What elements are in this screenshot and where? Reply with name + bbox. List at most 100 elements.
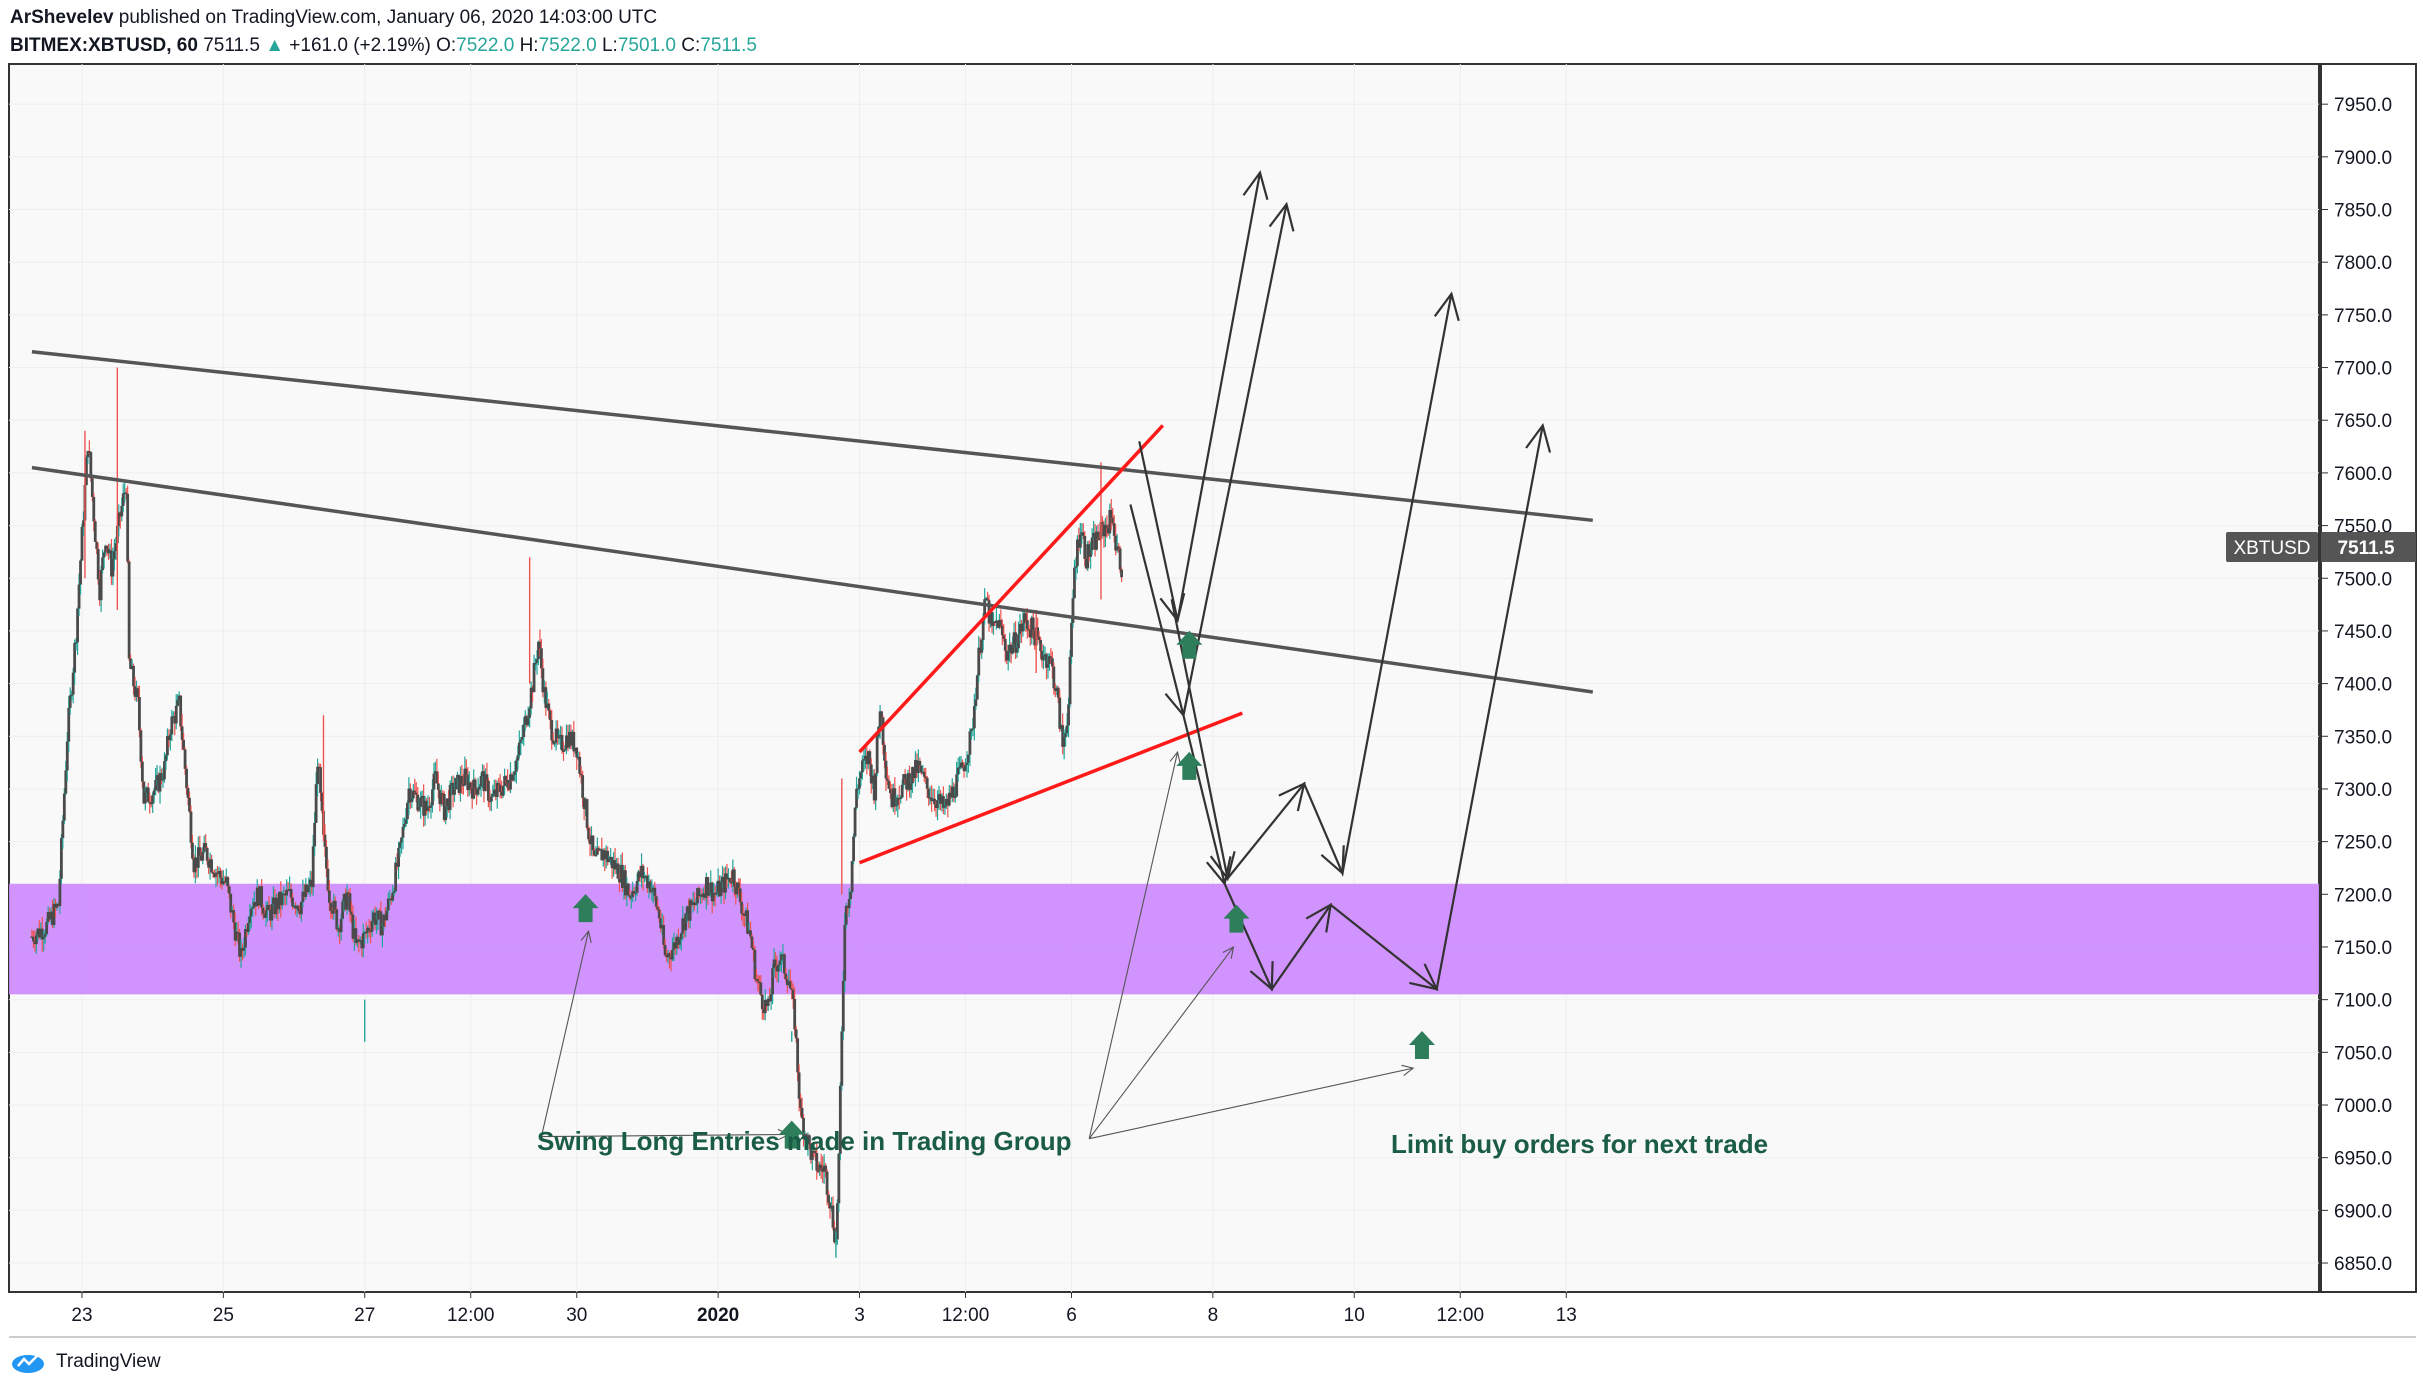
candle-body: [501, 785, 505, 796]
candle-body: [567, 731, 571, 748]
candle-body: [277, 891, 281, 910]
symbol-label[interactable]: BITMEX:XBTUSD, 60: [10, 35, 198, 56]
candle-body: [252, 901, 256, 908]
candle-body: [856, 788, 860, 790]
candle-body: [123, 492, 127, 495]
price-tick-label: 7600.0: [2334, 464, 2392, 485]
candle-body: [246, 923, 250, 932]
candle-body: [1117, 546, 1121, 549]
candle-body: [347, 892, 350, 894]
candle-body: [755, 978, 758, 981]
candle-body: [208, 859, 212, 868]
candle-body: [641, 865, 645, 879]
candle-body: [196, 847, 200, 868]
candle-body: [610, 857, 614, 869]
candle-body: [744, 910, 748, 916]
candle-body: [784, 973, 788, 980]
price-tick-label: 6950.0: [2334, 1149, 2392, 1170]
candle-body: [454, 778, 458, 790]
candle-body: [944, 798, 948, 806]
candle-body: [1008, 644, 1012, 652]
candle-body: [915, 760, 919, 774]
candle-body: [316, 766, 319, 785]
candle-body: [1118, 548, 1122, 570]
candle-body: [865, 755, 869, 765]
candle-body: [626, 883, 630, 896]
candle-body: [771, 968, 775, 995]
candle-body: [420, 795, 424, 798]
candle-body: [124, 492, 128, 495]
candle-body: [506, 779, 509, 788]
candle-body: [298, 911, 302, 915]
candle-body: [487, 780, 490, 801]
candle-body: [1040, 651, 1044, 661]
candle-body: [1028, 630, 1032, 638]
candle-body: [105, 545, 109, 549]
candle-body: [797, 1072, 801, 1099]
candle-body: [354, 928, 358, 943]
candle-body: [918, 760, 922, 766]
candle-body: [869, 764, 873, 784]
candle-body: [621, 864, 624, 888]
candle-body: [85, 457, 88, 485]
candle-body: [345, 892, 349, 910]
candle-body: [80, 526, 84, 561]
candle-body: [635, 881, 639, 893]
candle-body: [653, 887, 657, 897]
candle-body: [666, 953, 670, 958]
rising-wedge: [858, 424, 1243, 865]
footer-brand[interactable]: TradingView: [56, 1351, 161, 1372]
annotation-lines: [540, 750, 1415, 1141]
candle-body: [654, 896, 658, 907]
candle-body: [121, 493, 125, 506]
candle-body: [631, 890, 635, 897]
candle-body: [855, 788, 858, 808]
candle-body: [780, 954, 783, 961]
candle-body: [1025, 620, 1029, 630]
plot-area[interactable]: [8, 63, 2320, 1293]
candle-body: [688, 900, 692, 921]
candle-body: [49, 911, 53, 920]
candle-body: [993, 621, 997, 623]
change-arrow-icon: ▲: [265, 35, 284, 56]
candle-body: [191, 842, 194, 859]
candle-body: [912, 767, 916, 779]
candle-body: [968, 731, 972, 755]
candle-body: [139, 730, 143, 762]
price-tick-label: 7200.0: [2334, 885, 2392, 906]
candle-body: [435, 771, 439, 784]
price-axis-panel[interactable]: [2320, 63, 2417, 1293]
candle-body: [937, 794, 941, 801]
candle-body: [151, 795, 155, 804]
candle-body: [594, 854, 598, 857]
candle-body: [1095, 531, 1098, 550]
candle-body: [721, 876, 724, 883]
candle-body: [118, 512, 122, 517]
candle-body: [1058, 697, 1062, 729]
candle-body: [644, 875, 648, 878]
candle-body: [204, 843, 208, 848]
candle-body: [618, 878, 621, 883]
candle-body: [503, 776, 507, 786]
candle-body: [1089, 550, 1093, 557]
publish-line: ArShevelev published on TradingView.com,…: [10, 4, 757, 32]
candle-body: [747, 930, 751, 934]
time-tick-label: 12:00: [1436, 1305, 1484, 1326]
candle-body: [260, 886, 264, 908]
projection-arrow-icon: [1209, 851, 1236, 881]
open-value: 7522.0: [456, 35, 515, 56]
price-tick-label: 7100.0: [2334, 991, 2392, 1012]
candle-body: [404, 819, 408, 825]
candle-body: [570, 731, 574, 746]
candle-body: [585, 799, 589, 828]
candle-body: [996, 620, 1000, 628]
candle-body: [715, 892, 719, 895]
candle-body: [582, 797, 586, 810]
tradingview-logo-icon[interactable]: [10, 1350, 50, 1374]
candle-body: [1006, 651, 1010, 661]
candle-body: [112, 551, 116, 559]
candle-body: [1106, 527, 1110, 534]
time-tick-label: 8: [1208, 1305, 1219, 1326]
author-name[interactable]: ArShevelev: [10, 7, 114, 28]
